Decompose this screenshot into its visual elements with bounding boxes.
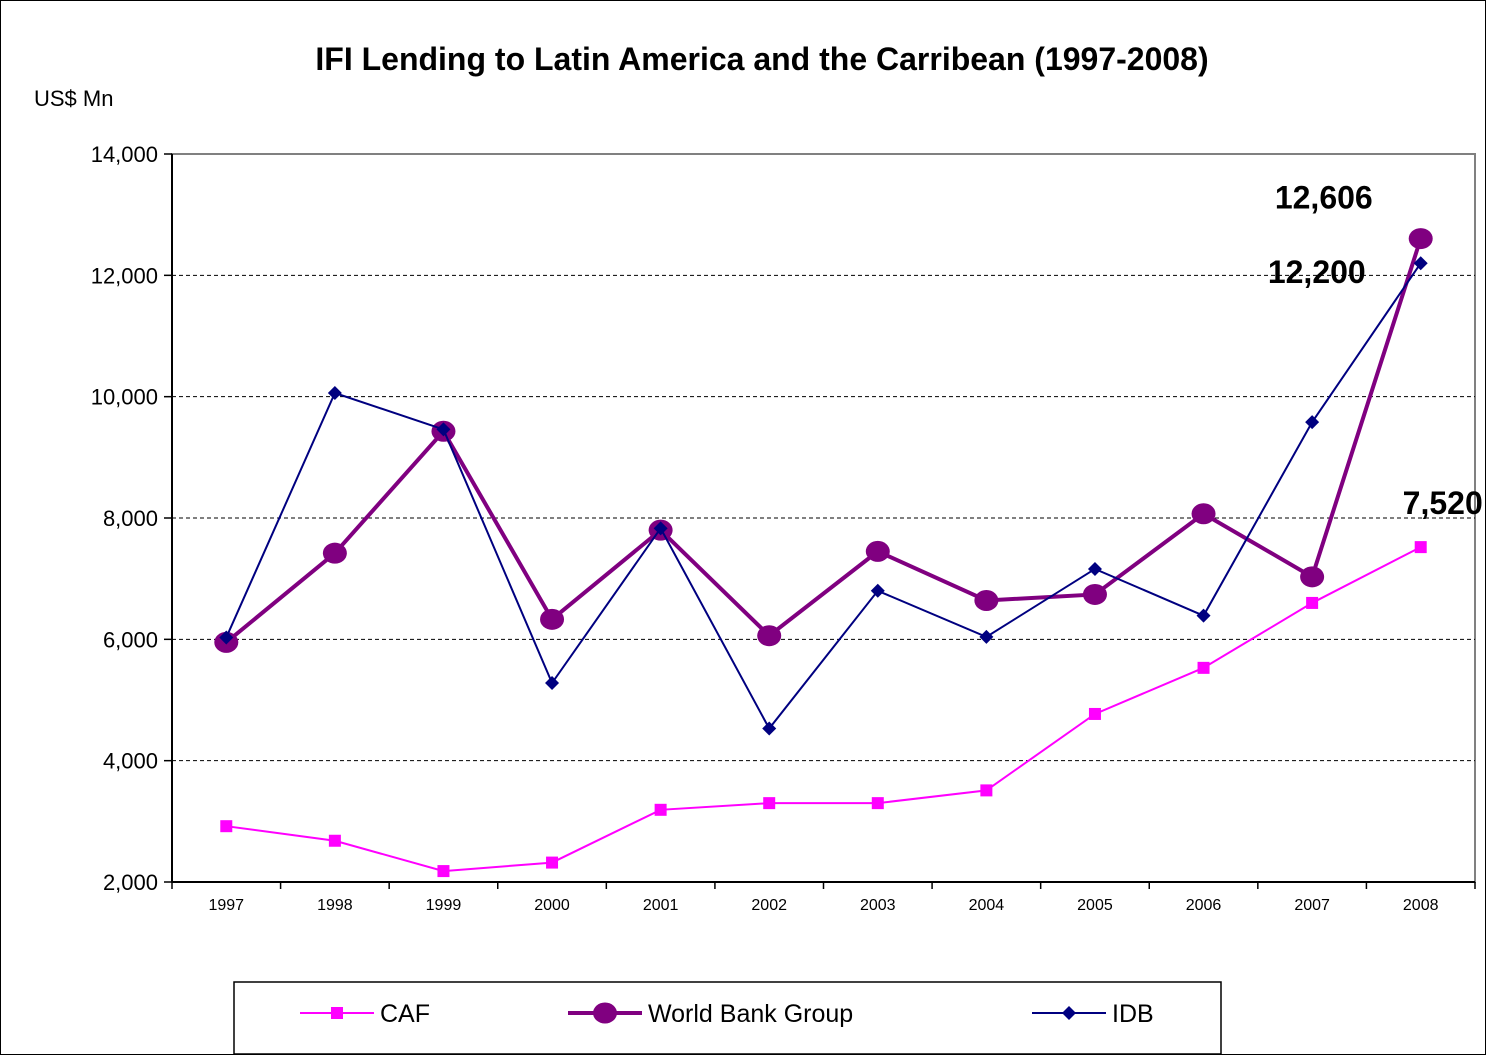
data-point [1191,503,1216,525]
data-point [545,676,560,691]
data-point [437,865,450,878]
series-line [226,546,1422,873]
data-point [757,625,782,647]
y-tick-label: 2,000 [103,870,158,895]
y-tick-label: 14,000 [91,142,158,167]
data-point [763,797,776,810]
chart-title: IFI Lending to Latin America and the Car… [315,41,1208,77]
data-point [1414,541,1427,554]
data-point [436,422,451,437]
legend-item-idb: IDB [1032,1000,1154,1028]
x-tick-label: 2001 [643,897,679,914]
x-tick-label: 1999 [426,897,462,914]
series-caf [220,541,1427,878]
data-label: 7,520 [1403,485,1483,521]
legend-box [233,981,1222,1055]
y-tick-label: 6,000 [103,627,158,652]
y-tick-label: 8,000 [103,506,158,531]
x-tick-label: 2000 [534,897,570,914]
data-point [546,856,559,869]
x-tick-label: 2003 [860,897,896,914]
x-tick-label: 2002 [751,897,787,914]
series-line [225,262,1422,731]
axes: 2,000 4,000 6,000 8,000 10,000 12,000 14,000 19… [91,142,1476,914]
legend-item-world-bank-group: World Bank Group [568,1000,853,1028]
series-layer [214,228,1433,878]
data-point [762,721,777,736]
data-point [540,608,565,630]
x-tick-label: 2006 [1186,897,1222,914]
series-line [225,237,1423,644]
data-point [870,583,885,598]
x-tick-label: 2008 [1403,897,1439,914]
data-point [1196,608,1211,623]
data-point [1197,661,1210,674]
data-point [865,540,890,562]
data-point [1300,566,1325,588]
legend-swatch-marker [593,1002,617,1024]
data-point [979,629,994,644]
data-point [1082,583,1107,605]
data-point [219,630,234,645]
y-tick-label: 4,000 [103,749,158,774]
legend-label: IDB [1112,1000,1154,1028]
data-point [1413,256,1428,271]
data-point [654,803,667,816]
y-axis-label: US$ Mn [34,86,113,111]
data-point [220,820,233,833]
data-point [1305,415,1320,430]
x-tick-label: 2005 [1077,897,1113,914]
series-world-bank-group [214,228,1433,653]
data-labels: 12,606 12,200 7,520 [1268,180,1483,522]
legend-label: World Bank Group [648,1000,853,1028]
y-tick-label: 10,000 [91,385,158,410]
y-tick-label: 12,000 [91,263,158,288]
legend-label: CAF [380,1000,430,1028]
data-point [1408,228,1433,250]
data-point [1087,561,1102,576]
x-tick-label: 2007 [1294,897,1330,914]
data-point [974,590,999,612]
legend-swatch-marker [331,1007,343,1019]
x-tick-label: 2004 [969,897,1005,914]
legend: CAF World Bank Group IDB [233,981,1222,1055]
data-point [1306,596,1319,609]
legend-item-caf: CAF [300,1000,430,1028]
x-tick-label: 1998 [317,897,353,914]
x-tick-label: 1997 [208,897,244,914]
series-idb [219,256,1428,736]
data-point [328,834,341,847]
data-label: 12,606 [1275,180,1373,216]
data-point [653,521,668,536]
data-point [871,797,884,810]
data-label: 12,200 [1268,254,1366,290]
data-point [1088,707,1101,720]
legend-swatch-marker [1062,1006,1076,1020]
data-point [980,784,993,797]
data-point [327,386,342,401]
data-point [322,542,347,564]
